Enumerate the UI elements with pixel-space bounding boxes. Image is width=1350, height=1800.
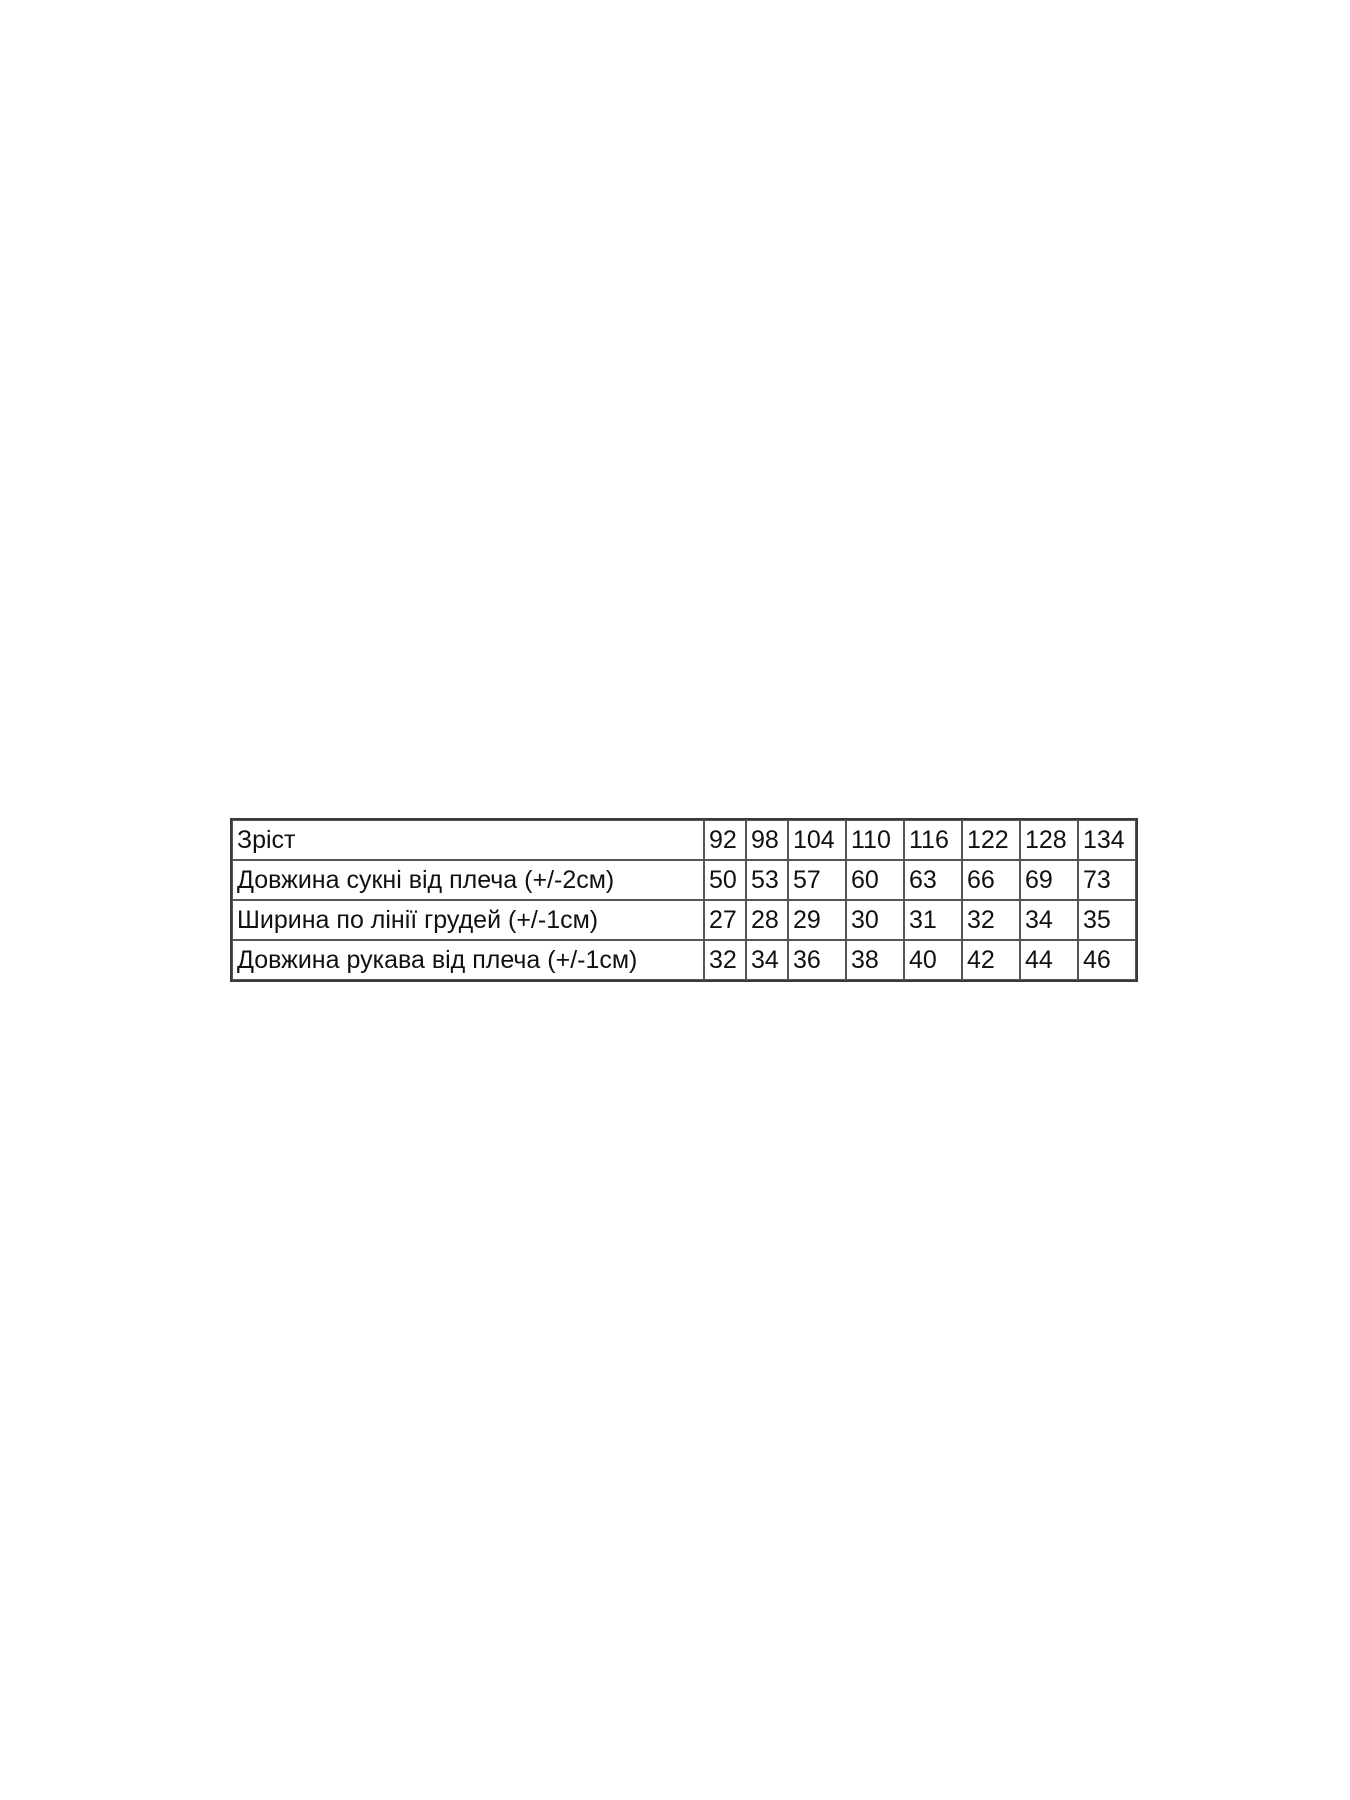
cell-height-122: 122 [962, 820, 1020, 860]
row-label-height: Зріст [232, 820, 704, 860]
cell-height-92: 92 [704, 820, 746, 860]
cell-dress-length-134: 73 [1078, 860, 1136, 900]
cell-chest-width-122: 32 [962, 900, 1020, 940]
cell-chest-width-104: 29 [788, 900, 846, 940]
cell-dress-length-98: 53 [746, 860, 788, 900]
cell-chest-width-110: 30 [846, 900, 904, 940]
cell-dress-length-104: 57 [788, 860, 846, 900]
cell-dress-length-116: 63 [904, 860, 962, 900]
table-row: Довжина рукава від плеча (+/-1см) 32 34 … [232, 940, 1136, 980]
row-label-sleeve-length: Довжина рукава від плеча (+/-1см) [232, 940, 704, 980]
size-chart-container: Зріст 92 98 104 110 116 122 128 134 Довж… [230, 818, 1138, 982]
cell-dress-length-92: 50 [704, 860, 746, 900]
cell-height-98: 98 [746, 820, 788, 860]
size-chart-body: Зріст 92 98 104 110 116 122 128 134 Довж… [232, 820, 1136, 980]
row-label-dress-length: Довжина сукні від плеча (+/-2см) [232, 860, 704, 900]
cell-height-134: 134 [1078, 820, 1136, 860]
cell-sleeve-length-134: 46 [1078, 940, 1136, 980]
cell-chest-width-128: 34 [1020, 900, 1078, 940]
cell-sleeve-length-110: 38 [846, 940, 904, 980]
row-label-chest-width: Ширина по лінії грудей (+/-1см) [232, 900, 704, 940]
cell-height-110: 110 [846, 820, 904, 860]
cell-sleeve-length-104: 36 [788, 940, 846, 980]
cell-sleeve-length-116: 40 [904, 940, 962, 980]
cell-chest-width-92: 27 [704, 900, 746, 940]
cell-chest-width-134: 35 [1078, 900, 1136, 940]
cell-sleeve-length-92: 32 [704, 940, 746, 980]
cell-chest-width-98: 28 [746, 900, 788, 940]
cell-sleeve-length-98: 34 [746, 940, 788, 980]
size-chart-table: Зріст 92 98 104 110 116 122 128 134 Довж… [230, 818, 1138, 982]
cell-chest-width-116: 31 [904, 900, 962, 940]
cell-height-116: 116 [904, 820, 962, 860]
cell-dress-length-128: 69 [1020, 860, 1078, 900]
cell-height-104: 104 [788, 820, 846, 860]
cell-height-128: 128 [1020, 820, 1078, 860]
cell-dress-length-110: 60 [846, 860, 904, 900]
cell-sleeve-length-128: 44 [1020, 940, 1078, 980]
cell-sleeve-length-122: 42 [962, 940, 1020, 980]
table-row: Довжина сукні від плеча (+/-2см) 50 53 5… [232, 860, 1136, 900]
table-row: Зріст 92 98 104 110 116 122 128 134 [232, 820, 1136, 860]
cell-dress-length-122: 66 [962, 860, 1020, 900]
table-row: Ширина по лінії грудей (+/-1см) 27 28 29… [232, 900, 1136, 940]
